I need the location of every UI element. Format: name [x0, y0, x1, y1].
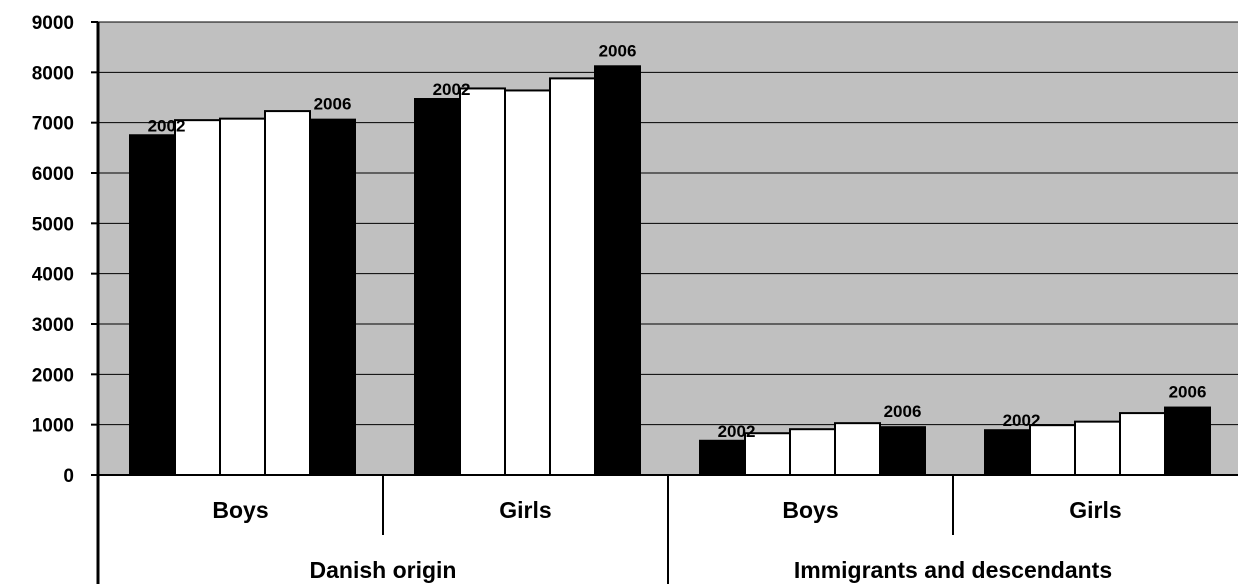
- y-tick-label: 2000: [32, 365, 74, 386]
- axes: [91, 21, 1238, 584]
- year-label: 2002: [1003, 411, 1041, 430]
- category-label: Girls: [499, 497, 551, 523]
- category-labels: Boys Girls Danish origin Boys Girls Immigrant…: [212, 497, 1121, 583]
- year-label: 2006: [1169, 383, 1207, 402]
- bar: [264, 110, 311, 476]
- year-label: 2006: [314, 95, 352, 114]
- category-label: Girls: [1069, 497, 1121, 523]
- y-tick-labels: 0 1000 2000 3000 4000 5000 6000 7000 8000 9000: [32, 13, 74, 487]
- group-label: Immigrants and descendants: [794, 557, 1112, 583]
- bar: [549, 77, 596, 477]
- bar: [984, 429, 1031, 477]
- bar: [789, 428, 836, 476]
- bar: [129, 134, 176, 476]
- y-tick-label: 5000: [32, 214, 74, 235]
- bar: [879, 426, 926, 476]
- bar: [699, 439, 746, 477]
- category-label: Boys: [782, 497, 838, 523]
- y-tick-label: 0: [63, 466, 74, 487]
- bar-series: [129, 65, 1211, 477]
- category-label: Boys: [212, 497, 268, 523]
- bar: [219, 117, 266, 476]
- y-tick-label: 6000: [32, 164, 74, 185]
- bar: [1119, 412, 1166, 476]
- bar: [834, 422, 881, 477]
- group-label: Danish origin: [310, 557, 457, 583]
- year-label: 2002: [433, 80, 471, 99]
- bar: [414, 98, 461, 476]
- y-tick-label: 8000: [32, 63, 74, 84]
- year-label: 2002: [148, 116, 186, 135]
- y-tick-label: 7000: [32, 114, 74, 135]
- year-label: 2002: [718, 422, 756, 441]
- year-labels: 2002 2006 2002 2006 2002 2006 2002 2006: [148, 41, 1207, 440]
- bar: [174, 119, 221, 477]
- y-tick-label: 4000: [32, 265, 74, 286]
- y-tick-label: 1000: [32, 416, 74, 437]
- y-tick-label: 3000: [32, 315, 74, 336]
- year-label: 2006: [599, 41, 637, 60]
- bar: [1074, 420, 1121, 476]
- bar: [1029, 424, 1076, 477]
- bar: [594, 65, 641, 476]
- year-label: 2006: [884, 402, 922, 421]
- bar: [459, 87, 506, 476]
- bar: [504, 89, 551, 476]
- y-tick-label: 9000: [32, 13, 74, 34]
- bar: [309, 118, 356, 476]
- bar: [1164, 406, 1211, 477]
